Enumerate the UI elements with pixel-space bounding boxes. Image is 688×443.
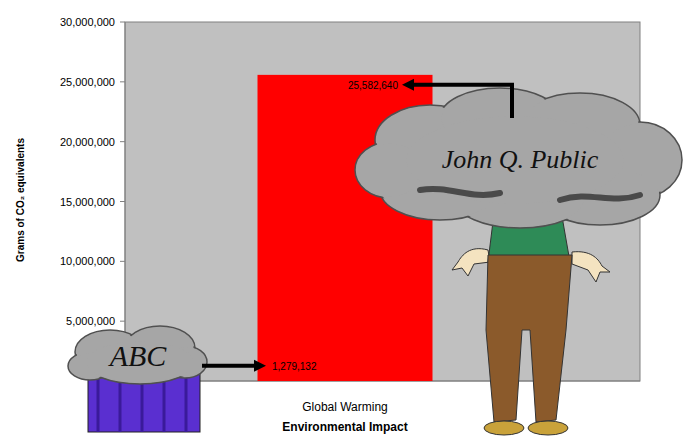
x-tick-label: Global Warming xyxy=(302,400,388,414)
arrow-line xyxy=(414,85,512,118)
y-tick-label: 10,000,000 xyxy=(60,255,115,267)
hand xyxy=(452,249,490,276)
chart: 5,000,000 10,000,000 15,000,000 20,000,000 2… xyxy=(0,0,688,443)
annotation-text: John Q. Public xyxy=(442,145,599,174)
chart-root: 5,000,000 10,000,000 15,000,000 20,000,000 2… xyxy=(0,0,688,443)
y-axis-label: Grams of CO₂ equivalents xyxy=(15,138,26,262)
y-tick xyxy=(120,321,125,322)
annotation-arrow xyxy=(202,360,266,372)
hand xyxy=(572,252,610,282)
y-tick xyxy=(120,201,125,202)
y-tick-label: 30,000,000 xyxy=(60,16,115,28)
trousers xyxy=(486,255,572,422)
annotation: John Q. Public xyxy=(355,79,682,435)
cloud-streak xyxy=(420,189,640,200)
arrow-head xyxy=(402,79,414,91)
cloud xyxy=(355,88,682,228)
annotation-arrow xyxy=(402,79,512,118)
person xyxy=(452,205,610,435)
y-tick xyxy=(120,22,125,23)
annotation-label: 25,582,640 xyxy=(348,80,398,91)
x-axis-label: Environmental Impact xyxy=(282,420,407,434)
y-tick-label: 20,000,000 xyxy=(60,136,115,148)
arrow-line xyxy=(202,364,254,368)
annotation-text: ABC xyxy=(108,339,168,372)
y-tick xyxy=(120,141,125,142)
cloud xyxy=(68,326,207,384)
arrow-head xyxy=(254,360,266,372)
y-tick xyxy=(120,261,125,262)
y-tick-label: 5,000,000 xyxy=(66,315,115,327)
annotation: ABC xyxy=(68,326,266,432)
y-tick-label: 25,000,000 xyxy=(60,76,115,88)
y-tick xyxy=(120,81,125,82)
shoe xyxy=(484,421,524,435)
y-tick-label: 15,000,000 xyxy=(60,196,115,208)
annotation-label: 1,279,132 xyxy=(272,361,317,372)
shoe xyxy=(528,421,568,435)
